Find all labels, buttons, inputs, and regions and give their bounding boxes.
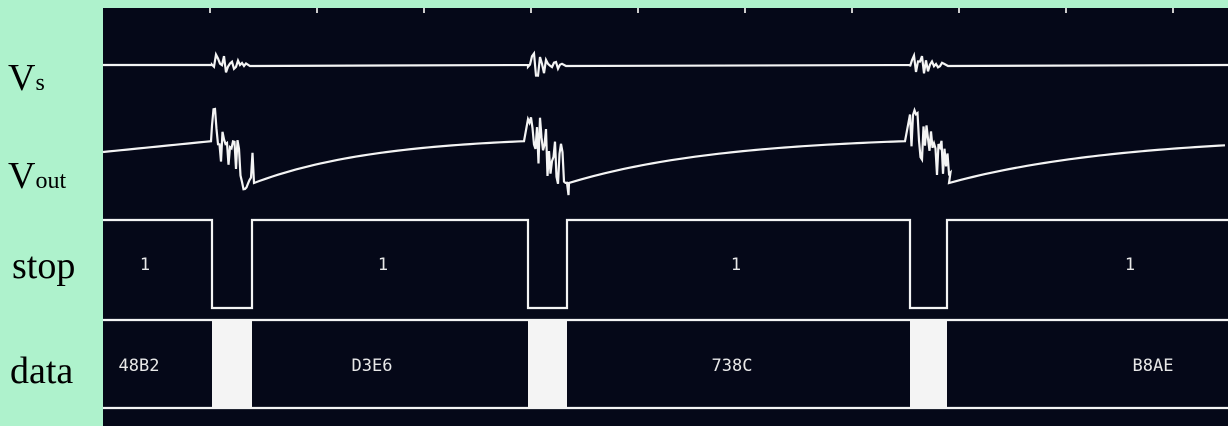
stop-value: 1 xyxy=(140,255,150,275)
vs-sub: s xyxy=(35,70,44,96)
bus-transition xyxy=(212,320,252,408)
vs-label: Vs xyxy=(8,57,45,99)
vout-main: V xyxy=(8,155,36,197)
stop-label: stop xyxy=(12,245,75,287)
vout-label: Vout xyxy=(8,155,66,197)
vout-sub: out xyxy=(35,168,66,194)
slide: Vs Vout stop data 1 1 1 1 48B2 D3E6 738C B8AE xyxy=(0,0,1228,426)
data-word: 738C xyxy=(712,356,753,376)
data-label: data xyxy=(10,350,73,392)
data-word: B8AE xyxy=(1133,356,1174,376)
data-word: D3E6 xyxy=(352,356,393,376)
stop-value: 1 xyxy=(731,255,741,275)
data-word: 48B2 xyxy=(119,356,160,376)
stop-value: 1 xyxy=(378,255,388,275)
scope-screen xyxy=(103,8,1228,426)
page: Vs Vout stop data 111148B2D3E6738CB8AE (… xyxy=(0,0,1228,426)
stop-value: 1 xyxy=(1125,255,1135,275)
vs-main: V xyxy=(8,57,36,99)
bus-transition xyxy=(910,320,947,408)
bus-transition xyxy=(528,320,567,408)
